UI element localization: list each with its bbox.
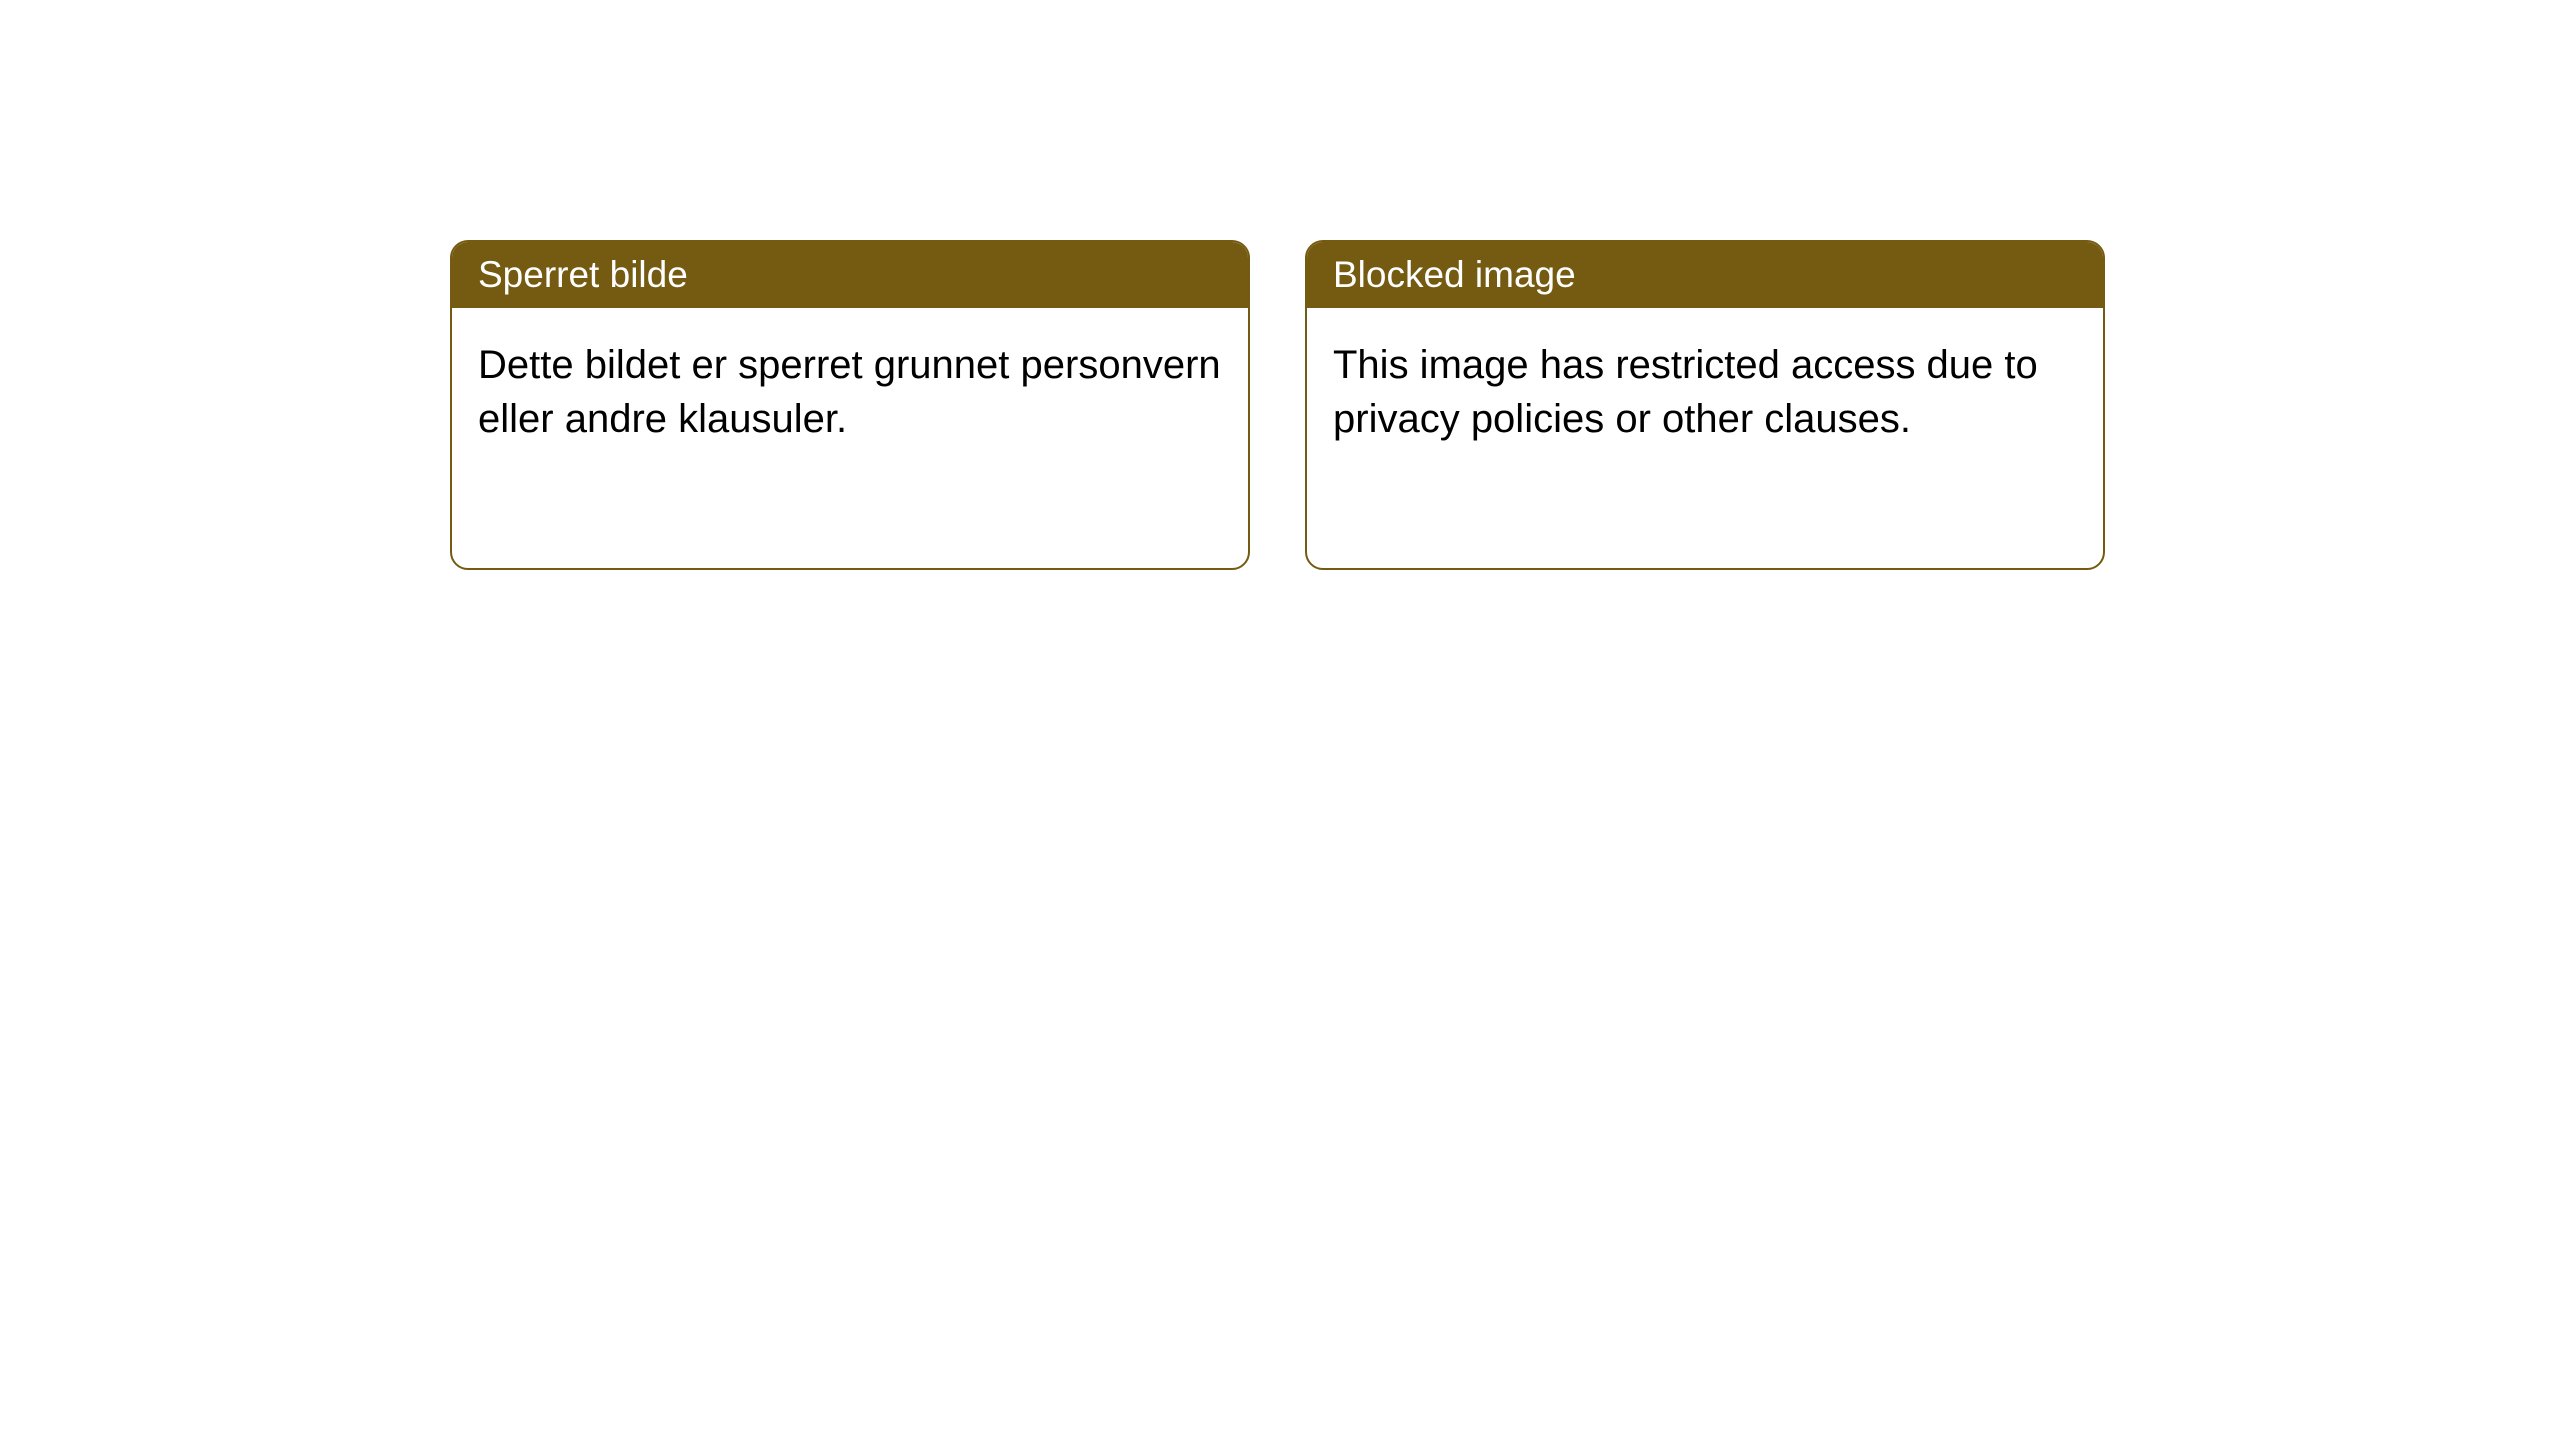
notice-card-text: Dette bildet er sperret grunnet personve…	[478, 343, 1221, 441]
notice-card-title: Blocked image	[1333, 254, 1576, 295]
notice-card-body: Dette bildet er sperret grunnet personve…	[452, 308, 1248, 476]
notice-card-body: This image has restricted access due to …	[1307, 308, 2103, 476]
notice-cards-container: Sperret bilde Dette bildet er sperret gr…	[0, 0, 2560, 570]
notice-card-text: This image has restricted access due to …	[1333, 343, 2038, 441]
notice-card-english: Blocked image This image has restricted …	[1305, 240, 2105, 570]
notice-card-norwegian: Sperret bilde Dette bildet er sperret gr…	[450, 240, 1250, 570]
notice-card-header: Sperret bilde	[452, 242, 1248, 308]
notice-card-header: Blocked image	[1307, 242, 2103, 308]
notice-card-title: Sperret bilde	[478, 254, 688, 295]
